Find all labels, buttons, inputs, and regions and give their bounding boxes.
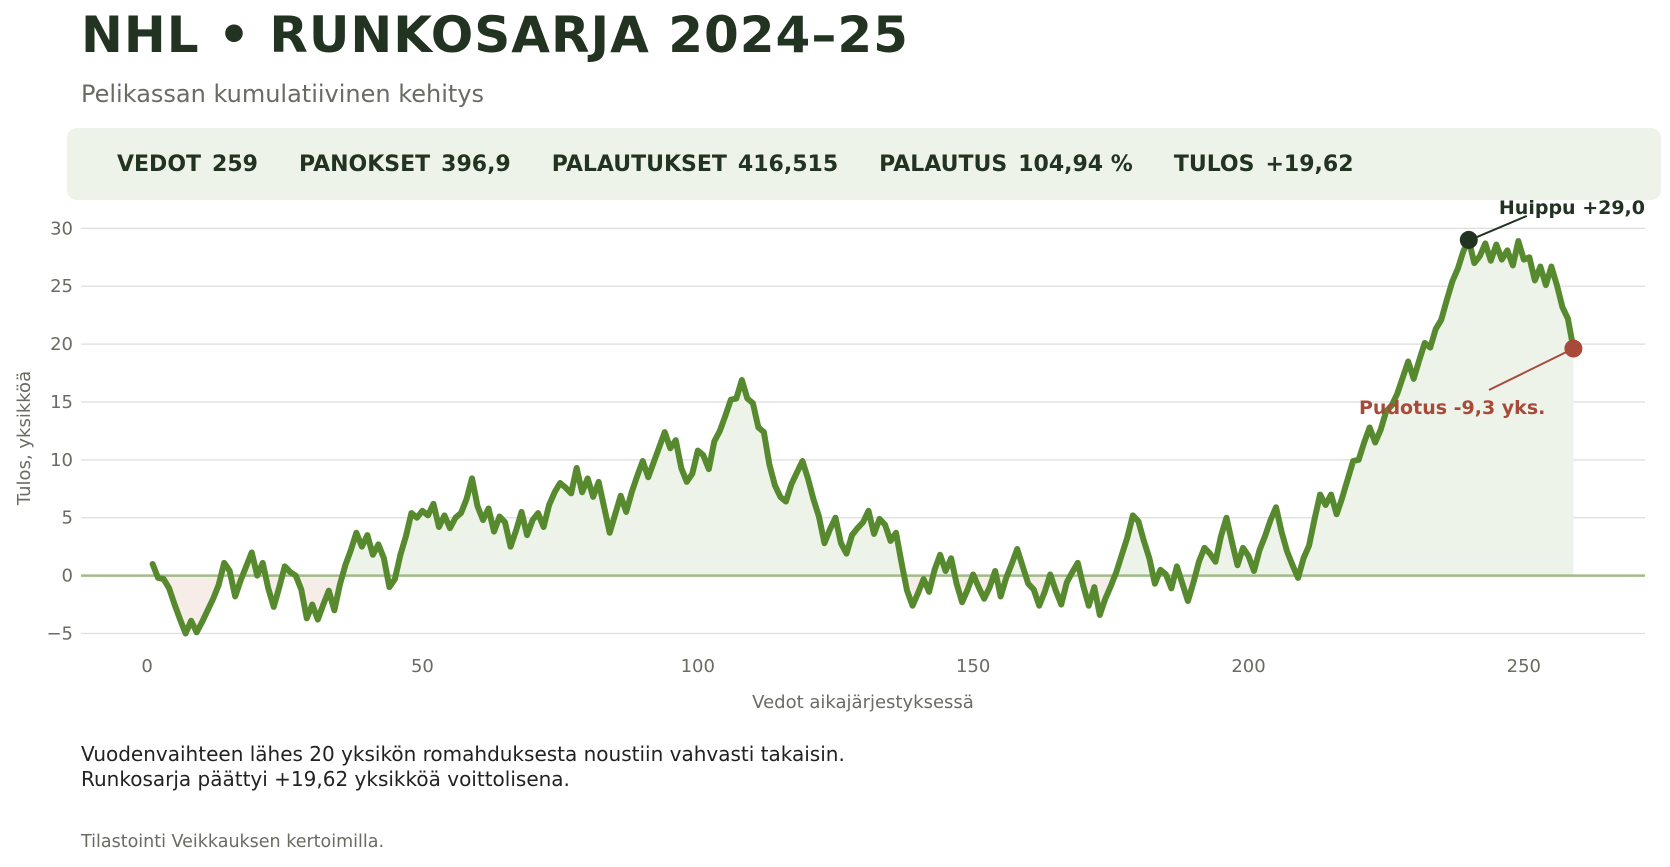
commentary-line-2: Runkosarja päättyi +19,62 yksikköä voitt… (81, 767, 570, 791)
stat-label: TULOS (1173, 151, 1255, 177)
y-axis-label: Tulos, yksikköä (14, 371, 35, 506)
stat-label: PANOKSET (298, 151, 431, 177)
stat-returns: PALAUTUKSET 416,515 (552, 152, 838, 177)
y-tick-label: 10 (50, 450, 73, 471)
x-axis-label: Vedot aikajärjestyksessä (752, 692, 974, 713)
peak-leader-line (1474, 215, 1528, 239)
stats-bar: VEDOT 259 PANOKSET 396,9 PALAUTUKSET 416,51… (67, 128, 1661, 200)
cumulative-result-chart: −5 0 5 10 15 20 25 30 0 50 100 150 200 250 Vedot aikaj… (14, 197, 1645, 713)
x-tick-label: 100 (681, 656, 715, 677)
y-tick-label: 5 (62, 508, 73, 529)
x-tick-label: 50 (411, 656, 434, 677)
commentary: Vuodenvaihteen lähes 20 yksikön romahduk… (81, 742, 845, 792)
drawdown-marker (1564, 339, 1583, 358)
y-tick-label: 0 (62, 566, 73, 587)
page-subtitle: Pelikassan kumulatiivinen kehitys (81, 80, 485, 108)
stat-bets: VEDOT 259 (117, 152, 258, 177)
drawdown-leader-line (1488, 350, 1568, 391)
stat-value: 416,515 (737, 151, 839, 177)
area-positive (152, 239, 1574, 576)
stat-value: 259 (212, 151, 258, 177)
page-title: NHL • RUNKOSARJA 2024–25 (81, 6, 909, 64)
commentary-line-1: Vuodenvaihteen lähes 20 yksikön romahduk… (81, 742, 845, 766)
footnote: Tilastointi Veikkauksen kertoimilla. (81, 832, 385, 852)
x-tick-label: 150 (956, 656, 990, 677)
stat-result: TULOS +19,62 (1174, 152, 1354, 177)
stat-stakes: PANOKSET 396,9 (299, 152, 511, 177)
y-tick-label: 15 (50, 392, 73, 413)
x-tick-label: 0 (141, 656, 152, 677)
stat-label: PALAUTUS (879, 151, 1008, 177)
x-tick-label: 200 (1231, 656, 1265, 677)
stat-value: +19,62 (1265, 151, 1354, 177)
stat-value: 396,9 (441, 151, 511, 177)
peak-marker (1459, 230, 1478, 249)
x-tick-label: 250 (1507, 656, 1541, 677)
drawdown-annotation: Pudotus -9,3 yks. (1359, 397, 1545, 419)
stat-label: VEDOT (117, 151, 202, 177)
y-tick-label: 25 (50, 276, 73, 297)
series-line (149, 236, 1577, 637)
stat-label: PALAUTUKSET (551, 151, 727, 177)
y-tick-label: 20 (50, 334, 73, 355)
stat-return-pct: PALAUTUS 104,94 % (879, 152, 1133, 177)
peak-annotation: Huippu +29,0 (1499, 197, 1645, 219)
stat-value: 104,94 % (1018, 151, 1133, 177)
y-tick-label: 30 (50, 218, 73, 239)
y-tick-label: −5 (46, 623, 73, 644)
